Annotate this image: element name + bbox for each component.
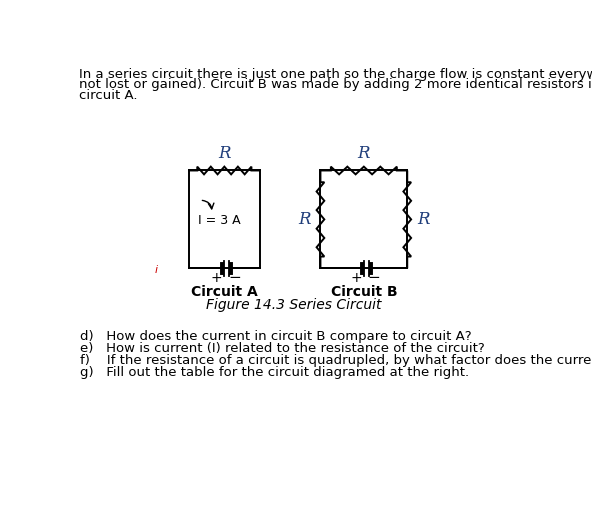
Text: g)   Fill out the table for the circuit diagramed at the right.: g) Fill out the table for the circuit di…	[80, 366, 469, 379]
Text: circuit A.: circuit A.	[79, 89, 137, 102]
Text: −: −	[368, 270, 380, 285]
Text: not lost or gained). Circuit B was made by adding 2 more identical resistors in : not lost or gained). Circuit B was made …	[79, 78, 592, 91]
Text: R: R	[417, 211, 430, 228]
Text: −: −	[228, 270, 241, 285]
Text: R: R	[218, 145, 231, 162]
Text: f)    If the resistance of a circuit is quadrupled, by what factor does the curr: f) If the resistance of a circuit is qua…	[80, 354, 592, 367]
Text: Circuit A: Circuit A	[191, 285, 258, 299]
Text: R: R	[358, 145, 370, 162]
Text: +: +	[211, 271, 223, 285]
Text: Circuit B: Circuit B	[330, 285, 397, 299]
Text: +: +	[350, 271, 362, 285]
Text: i: i	[155, 265, 157, 275]
Text: e)   How is current (I) related to the resistance of the circuit?: e) How is current (I) related to the res…	[80, 342, 485, 355]
Text: In a series circuit there is just one path so the charge flow is constant everyw: In a series circuit there is just one pa…	[79, 68, 592, 81]
Text: d)   How does the current in circuit B compare to circuit A?: d) How does the current in circuit B com…	[80, 330, 472, 343]
Text: R: R	[298, 211, 310, 228]
Text: Figure 14.3 Series Circuit: Figure 14.3 Series Circuit	[207, 298, 382, 312]
Text: I = 3 A: I = 3 A	[198, 215, 240, 228]
